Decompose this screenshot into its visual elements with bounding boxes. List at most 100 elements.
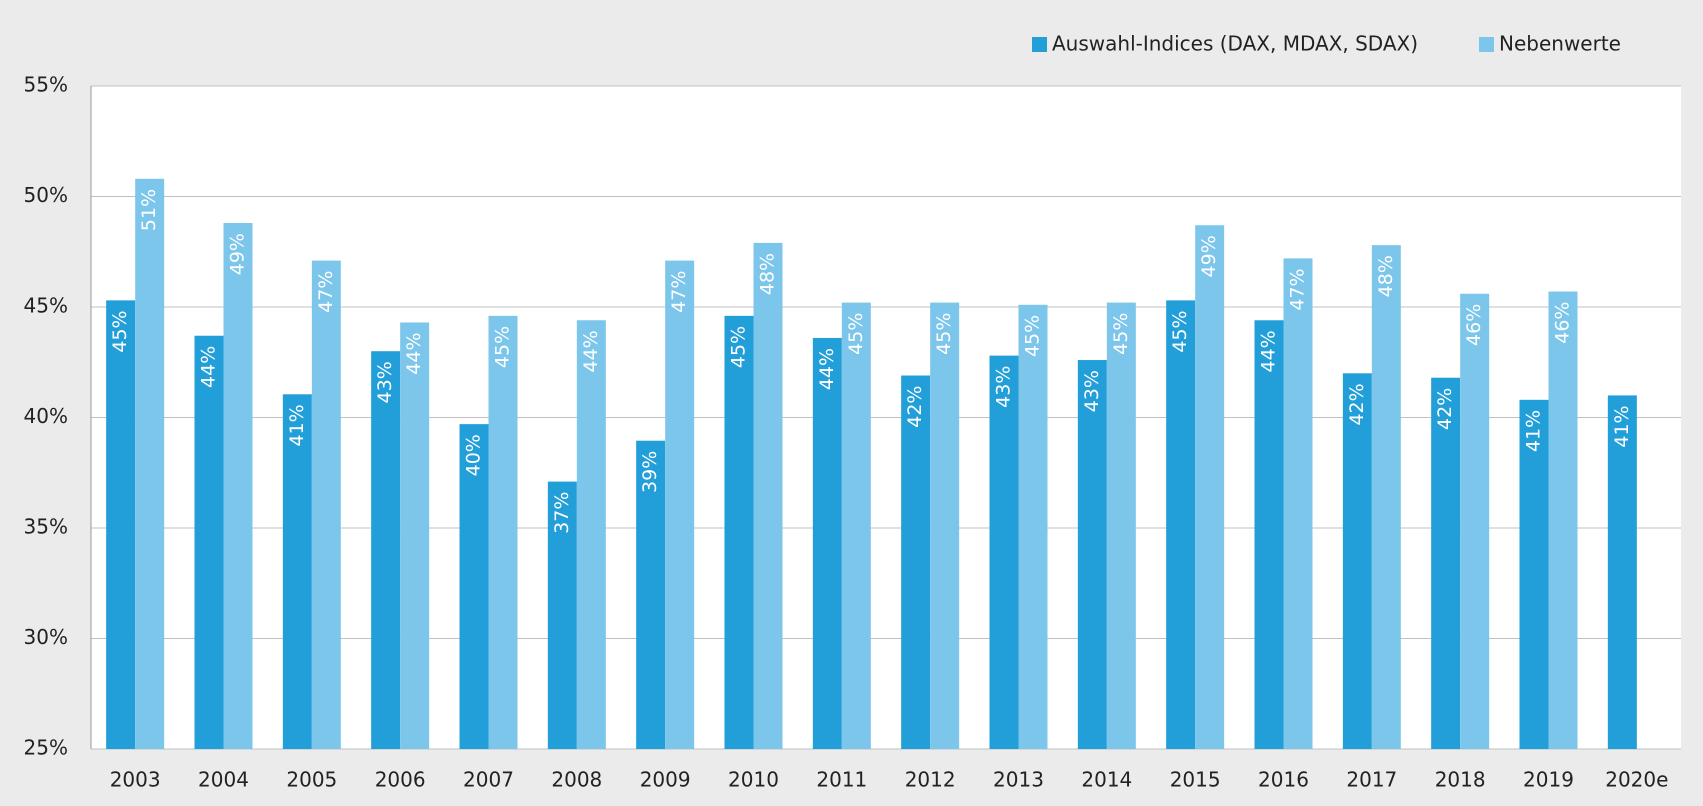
legend-label: Nebenwerte: [1499, 32, 1621, 56]
bar: [547, 481, 577, 749]
bar: [371, 351, 401, 749]
bar: [400, 322, 430, 749]
data-label: 46%: [1552, 302, 1574, 344]
data-label: 48%: [1375, 255, 1397, 297]
x-tick-label: 2011: [816, 768, 867, 792]
bar: [1519, 399, 1549, 749]
bar: [1018, 304, 1048, 749]
x-tick-label: 2009: [640, 768, 691, 792]
data-label: 45%: [109, 310, 131, 352]
bar: [1106, 302, 1136, 749]
bar: [812, 337, 842, 749]
bar: [665, 260, 695, 749]
bar: [753, 242, 783, 749]
x-tick-label: 2015: [1170, 768, 1221, 792]
x-tick-label: 2013: [993, 768, 1044, 792]
bar: [1166, 300, 1196, 749]
bar: [1431, 377, 1461, 749]
bar: [724, 315, 754, 749]
data-label: 42%: [904, 386, 926, 428]
data-label: 45%: [728, 326, 750, 368]
legend-swatch: [1479, 37, 1494, 52]
data-label: 47%: [315, 271, 337, 313]
data-label: 43%: [1081, 370, 1103, 412]
data-label: 45%: [1110, 313, 1132, 355]
x-tick-label: 2014: [1081, 768, 1132, 792]
bar: [1460, 293, 1490, 749]
data-label: 41%: [1523, 410, 1545, 452]
y-tick-label: 30%: [24, 625, 68, 649]
bar: [1371, 245, 1401, 749]
data-label: 44%: [816, 348, 838, 390]
data-label: 37%: [551, 492, 573, 534]
y-tick-label: 45%: [24, 294, 68, 318]
data-label: 44%: [580, 330, 602, 372]
data-label: 44%: [198, 346, 220, 388]
y-tick-label: 55%: [24, 73, 68, 97]
data-label: 47%: [1287, 268, 1309, 310]
x-tick-label: 2006: [375, 768, 426, 792]
y-tick-label: 40%: [24, 404, 68, 428]
legend-label: Auswahl-Indices (DAX, MDAX, SDAX): [1052, 32, 1418, 56]
data-label: 41%: [1611, 405, 1633, 447]
data-label: 42%: [1346, 383, 1368, 425]
data-label: 42%: [1434, 388, 1456, 430]
x-tick-label: 2012: [905, 768, 956, 792]
x-tick-label: 2019: [1523, 768, 1574, 792]
bar: [576, 320, 606, 749]
x-tick-label: 2008: [551, 768, 602, 792]
x-tick-label: 2004: [198, 768, 249, 792]
x-tick-label: 2007: [463, 768, 514, 792]
bar: [1254, 320, 1284, 749]
bar: [1195, 225, 1225, 750]
x-tick-label: 2020e: [1605, 768, 1668, 792]
x-tick-label: 2018: [1435, 768, 1486, 792]
x-tick-label: 2005: [286, 768, 337, 792]
data-label: 45%: [492, 326, 514, 368]
data-label: 40%: [463, 434, 485, 476]
data-label: 45%: [845, 313, 867, 355]
bar: [1077, 360, 1107, 749]
data-label: 46%: [1463, 304, 1485, 346]
bar: [901, 375, 931, 749]
y-tick-label: 35%: [24, 515, 68, 539]
bar: [1548, 291, 1578, 749]
data-label: 44%: [403, 332, 425, 374]
y-tick-label: 50%: [24, 183, 68, 207]
data-label: 45%: [1022, 315, 1044, 357]
data-label: 45%: [933, 313, 955, 355]
bar: [488, 315, 518, 749]
x-tick-label: 2003: [110, 768, 161, 792]
bar: [636, 440, 666, 749]
bar: [841, 302, 871, 749]
data-label: 47%: [668, 271, 690, 313]
bar: [1342, 373, 1372, 749]
data-label: 41%: [286, 404, 308, 446]
data-label: 48%: [757, 253, 779, 295]
bar: [459, 424, 489, 749]
bar: [135, 178, 165, 749]
y-tick-label: 25%: [24, 736, 68, 760]
legend-swatch: [1032, 37, 1047, 52]
bar: [223, 223, 253, 749]
bar: [930, 302, 960, 749]
bar: [282, 394, 312, 749]
data-label: 43%: [374, 361, 396, 403]
data-label: 44%: [1258, 330, 1280, 372]
bar: [311, 260, 341, 749]
bar: [989, 355, 1019, 749]
x-tick-label: 2017: [1346, 768, 1397, 792]
bar: [106, 300, 136, 749]
data-label: 39%: [639, 451, 661, 493]
data-label: 49%: [1198, 235, 1220, 277]
bar: [1283, 258, 1313, 749]
data-label: 45%: [1169, 310, 1191, 352]
x-tick-label: 2010: [728, 768, 779, 792]
data-label: 43%: [993, 366, 1015, 408]
x-tick-label: 2016: [1258, 768, 1309, 792]
bar: [1607, 395, 1637, 749]
bar: [194, 335, 224, 749]
data-label: 49%: [227, 233, 249, 275]
